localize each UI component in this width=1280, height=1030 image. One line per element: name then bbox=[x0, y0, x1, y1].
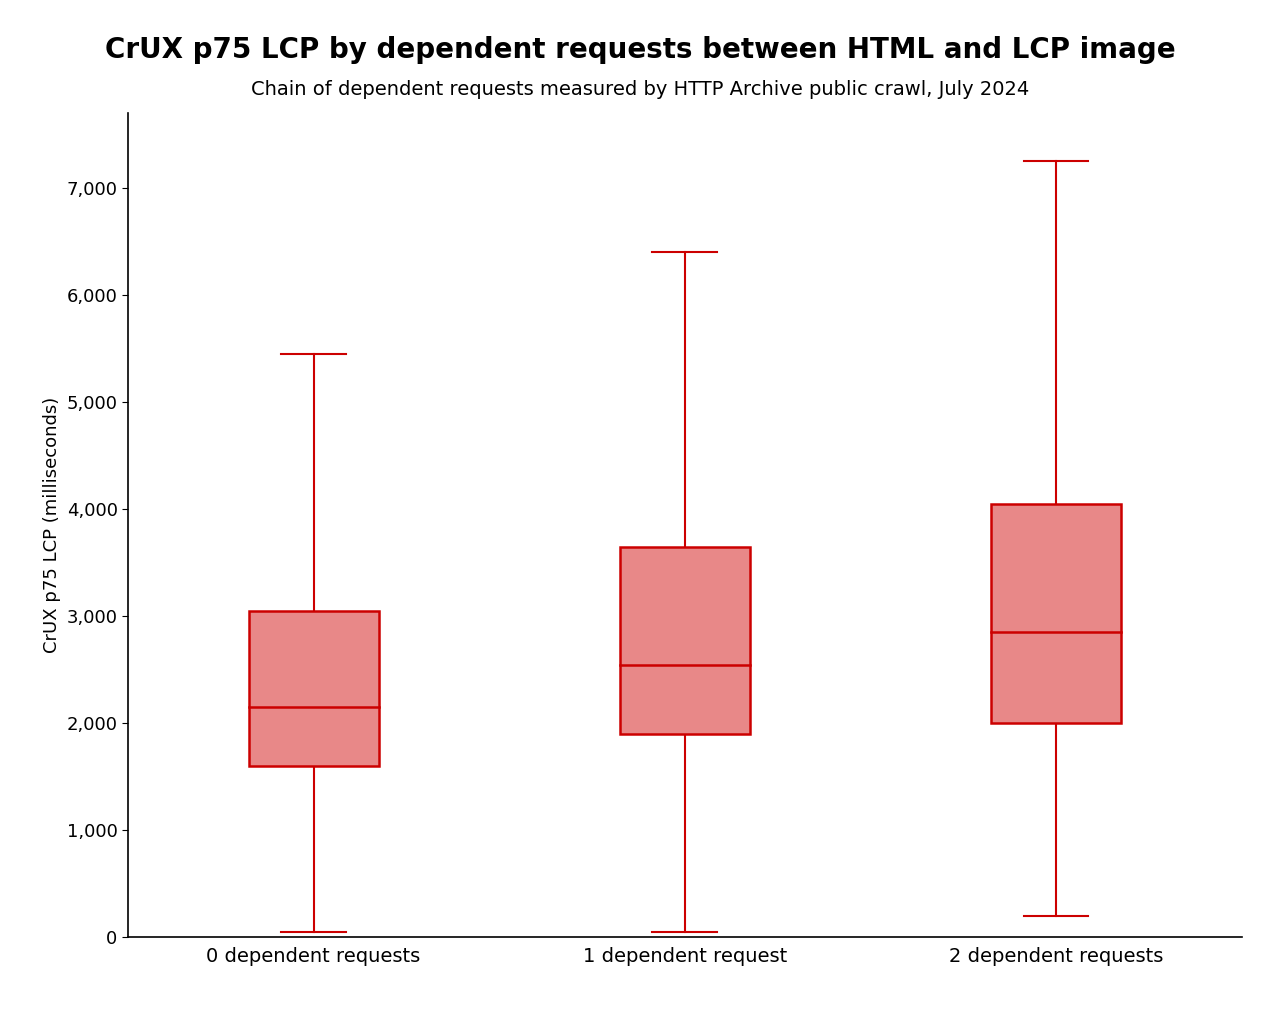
Bar bbox=[620, 547, 750, 734]
Text: Chain of dependent requests measured by HTTP Archive public crawl, July 2024: Chain of dependent requests measured by … bbox=[251, 80, 1029, 99]
Y-axis label: CrUX p75 LCP (milliseconds): CrUX p75 LCP (milliseconds) bbox=[44, 398, 61, 653]
Bar bbox=[991, 504, 1121, 723]
Text: CrUX p75 LCP by dependent requests between HTML and LCP image: CrUX p75 LCP by dependent requests betwe… bbox=[105, 36, 1175, 64]
Bar bbox=[248, 611, 379, 766]
